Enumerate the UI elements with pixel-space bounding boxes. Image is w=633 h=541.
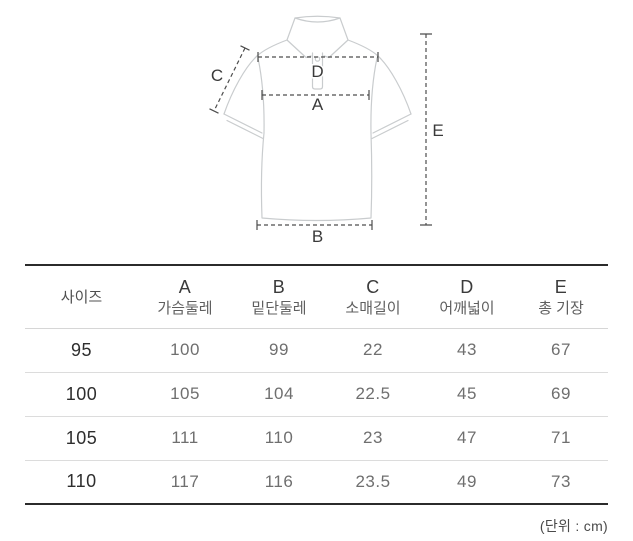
left-armhole-seam — [257, 57, 265, 134]
column-header-size: 사이즈 — [25, 265, 138, 328]
measurement-lines — [209, 33, 432, 230]
size-table-header-row: 사이즈 A 가슴둘레 B 밑단둘레 C 소매길이 D 어깨넓이 — [25, 265, 608, 328]
column-letter-c: C — [366, 276, 380, 297]
measure-value: 22 — [363, 340, 383, 359]
column-name-a: 가슴둘레 — [157, 299, 213, 317]
measure-ticks-c — [209, 45, 250, 114]
column-name-d: 어깨넓이 — [439, 299, 495, 317]
measure-value: 73 — [551, 471, 571, 491]
shirt-body-outline — [260, 132, 373, 222]
column-header-b: B 밑단둘레 — [232, 265, 326, 328]
measure-value: 71 — [551, 428, 571, 447]
measure-value: 99 — [269, 340, 289, 359]
table-row-size-110: 110 117 116 23.5 49 73 — [25, 460, 608, 504]
table-row-size-105: 105 111 110 23 47 71 — [25, 416, 608, 460]
measure-value: 23.5 — [355, 471, 391, 491]
table-row-size-95: 95 100 99 22 43 67 — [25, 328, 608, 372]
measure-value: 105 — [170, 384, 200, 403]
measure-value: 111 — [171, 428, 199, 447]
size-value: 105 — [65, 427, 98, 448]
column-header-e: E 총 기장 — [514, 265, 608, 328]
measure-value: 100 — [170, 340, 200, 359]
measure-line-c — [213, 47, 246, 112]
left-cuff-lines — [223, 113, 264, 140]
size-table: 사이즈 A 가슴둘레 B 밑단둘레 C 소매길이 D 어깨넓이 — [25, 264, 608, 505]
measure-value: 69 — [551, 384, 571, 403]
measure-value: 117 — [170, 471, 200, 491]
measure-label-d: D — [311, 62, 323, 81]
measure-value: 45 — [457, 384, 477, 403]
measure-ticks-d — [257, 52, 379, 62]
measure-ticks-a — [261, 90, 370, 100]
column-header-c: C 소매길이 — [326, 265, 420, 328]
table-row-size-100: 100 105 104 22.5 45 69 — [25, 372, 608, 416]
column-name-b: 밑단둘레 — [251, 299, 307, 317]
size-value: 100 — [65, 383, 98, 404]
left-shoulder-line — [256, 39, 288, 57]
column-letter-b: B — [272, 276, 286, 297]
measure-value: 116 — [264, 471, 294, 491]
measure-label-b: B — [312, 227, 323, 246]
measure-label-e: E — [432, 121, 443, 140]
column-letter-d: D — [460, 276, 474, 297]
size-value: 110 — [66, 471, 97, 492]
measure-value: 110 — [264, 428, 294, 447]
measure-ticks-e — [420, 33, 432, 226]
left-sleeve-outline — [223, 55, 258, 115]
column-letter-a: A — [178, 276, 192, 297]
column-name-e: 총 기장 — [538, 299, 584, 317]
unit-note: (단위 : cm) — [539, 518, 608, 534]
size-value: 95 — [70, 339, 93, 360]
size-header-label: 사이즈 — [60, 289, 103, 307]
measure-value: 104 — [264, 384, 294, 403]
column-name-c: 소매길이 — [345, 299, 401, 317]
collar-inner-line — [294, 17, 341, 23]
right-armhole-seam — [370, 57, 378, 134]
measure-value: 49 — [457, 471, 477, 491]
column-letter-e: E — [554, 276, 568, 297]
polo-shirt-measurement-diagram: D A B C E — [209, 15, 445, 248]
column-header-a: A 가슴둘레 — [138, 265, 232, 328]
placket-outline — [311, 52, 324, 90]
polo-shirt-drawing — [223, 15, 412, 222]
measure-value: 22.5 — [355, 384, 391, 403]
measure-value: 23 — [363, 428, 383, 447]
right-shoulder-line — [347, 39, 379, 57]
column-header-d: D 어깨넓이 — [420, 265, 514, 328]
measure-value: 43 — [457, 340, 477, 359]
right-cuff-lines — [371, 113, 412, 140]
measure-label-c: C — [211, 66, 223, 85]
measure-label-a: A — [312, 95, 324, 114]
measure-value: 47 — [457, 428, 477, 447]
measure-ticks-b — [256, 220, 373, 230]
measure-value: 67 — [551, 340, 571, 359]
measurement-labels: D A B C E — [209, 61, 445, 248]
right-sleeve-outline — [377, 55, 412, 115]
